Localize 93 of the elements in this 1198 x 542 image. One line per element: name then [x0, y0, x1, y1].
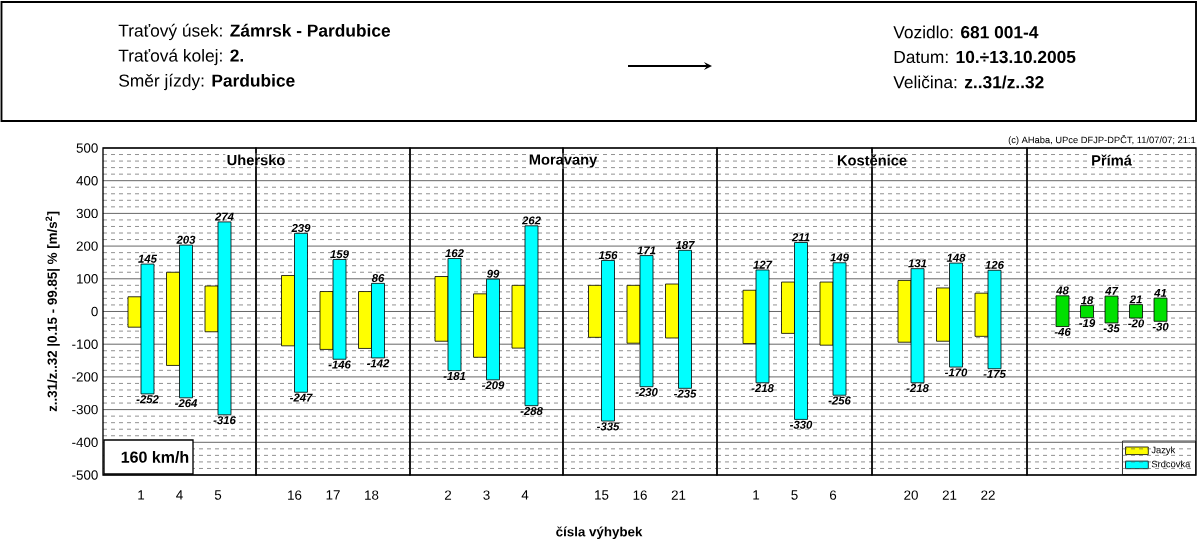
x-tick-label: 4 [521, 490, 529, 500]
x-tick-label: 22 [981, 490, 995, 500]
chart-title: Přímá [1092, 154, 1132, 166]
y-tick-label: -300 [72, 404, 98, 415]
annotation: -20 [1128, 319, 1145, 328]
annotation: 148 [946, 253, 966, 262]
annotation: 127 [753, 260, 773, 269]
annotation: 262 [521, 216, 541, 225]
bar [1055, 295, 1070, 327]
text: (c) AHaba, UPce DFJP-DPČT, 11/07/07; 21:1 [1008, 134, 1196, 146]
x-tick-label: 15 [595, 490, 609, 500]
annotation: -19 [1079, 319, 1096, 328]
y-tick-label: -400 [72, 437, 98, 448]
annotation: 171 [637, 246, 656, 255]
annotation: 126 [985, 260, 1005, 269]
x-tick-label: 16 [288, 490, 302, 500]
annotation: 203 [176, 235, 196, 244]
annotation: 156 [598, 251, 618, 260]
y-tick-label: 300 [76, 208, 98, 219]
y-tick-label: -100 [72, 339, 98, 349]
bar [1153, 297, 1168, 322]
text: Veličina: z..31/z..32 [893, 75, 1044, 89]
annotation: 131 [908, 259, 927, 268]
bar [1080, 305, 1094, 319]
x-tick-label: 21 [671, 490, 686, 500]
annotation: 239 [291, 223, 311, 232]
text: Směr jízdy: Pardubice [119, 73, 295, 91]
annotation: -247 [289, 393, 313, 402]
annotation: -170 [944, 368, 968, 377]
y-tick-label: -500 [72, 470, 98, 480]
annotation: -264 [174, 399, 198, 408]
legend-label: Jazyk [1151, 446, 1176, 456]
text: Traťový úsek: Zámrsk - Pardubice [118, 23, 391, 41]
x-tick-label: 1 [753, 490, 760, 500]
annotation: 149 [830, 253, 849, 262]
annotation: -230 [635, 388, 658, 397]
x-tick-label: 2 [444, 490, 452, 500]
x-tick-label: 6 [829, 490, 837, 500]
y-tick-label: 400 [76, 175, 98, 186]
y-tick-label: 0 [91, 306, 98, 317]
annotation: 145 [138, 254, 158, 263]
annotation: 41 [1154, 288, 1167, 297]
annotation: -30 [1152, 322, 1169, 331]
annotation: 274 [214, 212, 234, 221]
y-axis-title: z..31/z..32 |0.15 - 99.85| % [m/s$^{2}$] [45, 211, 60, 412]
x-axis-title: čísla výhybek [556, 526, 643, 540]
annotation: -146 [328, 360, 351, 369]
annotation: 211 [791, 233, 810, 242]
annotation: 162 [445, 249, 464, 258]
legend-label: Srdcovka [1151, 460, 1191, 468]
annotation: -235 [673, 389, 697, 398]
annotation: -209 [481, 381, 505, 390]
x-tick-label: 5 [214, 490, 222, 500]
annotation: 99 [486, 269, 500, 278]
x-tick-label: 21 [942, 490, 957, 500]
annotation: 18 [1080, 296, 1094, 305]
annotation: -288 [520, 407, 543, 416]
y-tick-label: 200 [76, 241, 98, 251]
annotation: -218 [906, 384, 929, 393]
x-tick-label: 20 [904, 490, 918, 500]
annotation: 86 [371, 274, 385, 283]
annotation: -181 [443, 372, 466, 381]
annotation: 159 [330, 250, 349, 259]
annotation: 160 km/h [121, 451, 189, 463]
annotation: 47 [1105, 286, 1119, 295]
x-tick-label: 4 [176, 490, 183, 500]
annotation: -46 [1054, 327, 1071, 336]
x-tick-label: 17 [326, 490, 340, 500]
annotation: -218 [751, 384, 774, 393]
x-tick-label: 3 [483, 490, 490, 500]
x-tick-label: 16 [633, 490, 647, 500]
x-tick-label: 18 [365, 490, 379, 500]
annotation: -256 [828, 396, 851, 405]
annotation: -175 [983, 370, 1006, 378]
annotation: -35 [1103, 324, 1120, 333]
y-tick-label: 500 [76, 143, 98, 153]
annotation: -252 [136, 395, 159, 404]
y-tick-label: -200 [72, 372, 98, 382]
x-tick-label: 1 [138, 490, 145, 500]
annotation: 187 [675, 241, 695, 249]
annotation: -142 [366, 359, 390, 368]
y-tick-label: 100 [77, 274, 98, 284]
text: Datum: 10.÷13.10.2005 [894, 50, 1076, 64]
bar [1104, 295, 1119, 324]
annotation: 48 [1056, 286, 1069, 295]
text: Vozidlo: 681 001-4 [893, 25, 1039, 39]
annotation: -335 [596, 422, 620, 431]
x-tick-label: 5 [791, 490, 798, 500]
bar [1129, 304, 1143, 319]
annotation: -330 [789, 420, 813, 429]
annotation: 21 [1129, 295, 1142, 304]
text: Traťová kolej: 2. [118, 48, 244, 66]
annotation: -316 [213, 416, 236, 425]
